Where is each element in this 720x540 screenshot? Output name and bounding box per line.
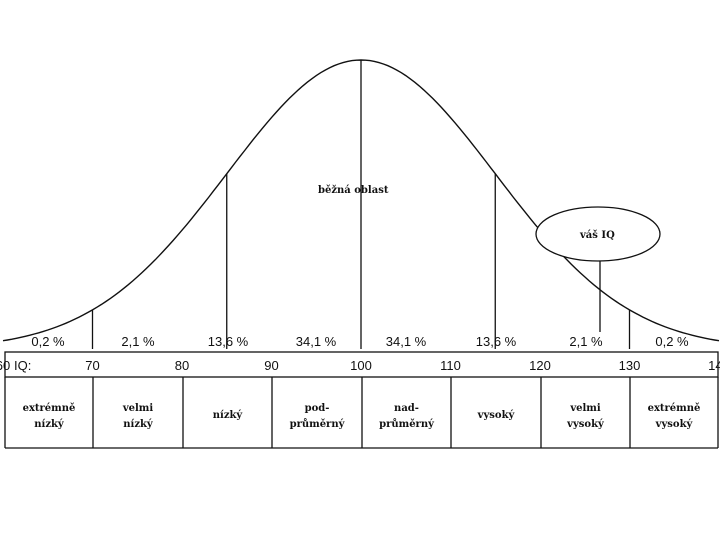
iq-value: 70 [85, 358, 99, 373]
iq-value: 120 [529, 358, 551, 373]
iq-prefix: IQ: [14, 358, 31, 373]
common-range-label: běžná oblast [318, 185, 389, 196]
category-label: nad-průměrný [379, 403, 435, 430]
iq-value: 80 [175, 358, 189, 373]
percentage-label: 0,2 % [655, 334, 689, 349]
category-label-line: extrémně [648, 403, 701, 414]
category-label: velmi nízký [122, 403, 154, 430]
percentage-label: 34,1 % [386, 334, 427, 349]
category-label-line: vysoký [566, 419, 605, 430]
category-label-line: nad- [394, 403, 419, 414]
percentage-label: 2,1 % [569, 334, 603, 349]
iq-value: 90 [264, 358, 278, 373]
category-label-line: průměrný [290, 419, 346, 430]
category-label: extrémně nízký [23, 403, 76, 430]
iq-value: 100 [350, 358, 372, 373]
category-label-line: vysoký [477, 410, 516, 421]
your-iq-callout [535, 206, 661, 262]
category-labels: extrémně nízký velmi nízký nízký pod-průměrný… [23, 403, 701, 430]
category-label: extrémně vysoký [648, 403, 701, 430]
category-label: pod-průměrný [290, 403, 346, 430]
iq-scale-band [4, 351, 719, 378]
category-label-line: nízký [213, 410, 244, 421]
percentage-label: 0,2 % [31, 334, 65, 349]
category-label-line: průměrný [379, 419, 435, 430]
iq-scale-values: 5060708090100110120130140150 [0, 358, 720, 373]
iq-value: 130 [619, 358, 641, 373]
category-label: vysoký [477, 410, 516, 421]
category-label-line: nízký [123, 419, 154, 430]
category-label-line: vysoký [655, 419, 694, 430]
iq-value: 140 [708, 358, 720, 373]
category-label-line: velmi [569, 403, 601, 414]
iq-value: 110 [440, 358, 461, 373]
percentage-label: 34,1 % [296, 334, 337, 349]
curve-dividers [91, 60, 631, 349]
category-label: velmi vysoký [566, 403, 605, 430]
percentage-label: 13,6 % [476, 334, 517, 349]
category-label: nízký [213, 410, 244, 421]
category-label-line: nízký [34, 419, 65, 430]
percentage-label: 2,1 % [121, 334, 155, 349]
category-label-line: pod- [305, 403, 330, 414]
category-label-line: velmi [122, 403, 154, 414]
category-grid [4, 377, 719, 449]
your-iq-label: váš IQ [579, 230, 615, 241]
percentage-label: 13,6 % [208, 334, 249, 349]
percentage-labels: 0,2 % 2,1 % 13,6 % 34,1 % 34,1 % 13,6 % 2,1 % 0… [31, 334, 689, 349]
iq-value: 60 [0, 358, 10, 373]
category-label-line: extrémně [23, 403, 76, 414]
